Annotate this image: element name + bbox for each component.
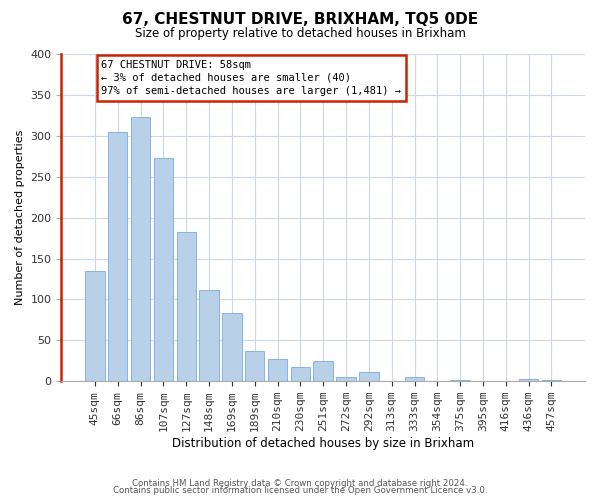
Bar (176, 232, 196, 381)
Bar (519, 379, 538, 381)
Bar (108, 132, 127, 381)
Bar (542, 380, 561, 381)
Bar (85, 271, 104, 381)
Text: Size of property relative to detached houses in Brixham: Size of property relative to detached ho… (134, 28, 466, 40)
X-axis label: Distribution of detached houses by size in Brixham: Distribution of detached houses by size … (172, 437, 474, 450)
Bar (245, 351, 265, 381)
Text: 67, CHESTNUT DRIVE, BRIXHAM, TQ5 0DE: 67, CHESTNUT DRIVE, BRIXHAM, TQ5 0DE (122, 12, 478, 28)
Y-axis label: Number of detached properties: Number of detached properties (15, 130, 25, 306)
Bar (268, 359, 287, 381)
Bar (313, 361, 333, 381)
Text: Contains HM Land Registry data © Crown copyright and database right 2024.: Contains HM Land Registry data © Crown c… (132, 478, 468, 488)
Bar (451, 380, 470, 381)
Text: Contains public sector information licensed under the Open Government Licence v3: Contains public sector information licen… (113, 486, 487, 495)
Bar (131, 117, 150, 381)
Bar (222, 312, 242, 381)
Bar (405, 377, 424, 381)
Bar (359, 372, 379, 381)
Bar (154, 158, 173, 381)
Bar (199, 290, 219, 381)
Bar (337, 377, 356, 381)
Text: 67 CHESTNUT DRIVE: 58sqm
← 3% of detached houses are smaller (40)
97% of semi-de: 67 CHESTNUT DRIVE: 58sqm ← 3% of detache… (101, 60, 401, 96)
Bar (290, 368, 310, 381)
